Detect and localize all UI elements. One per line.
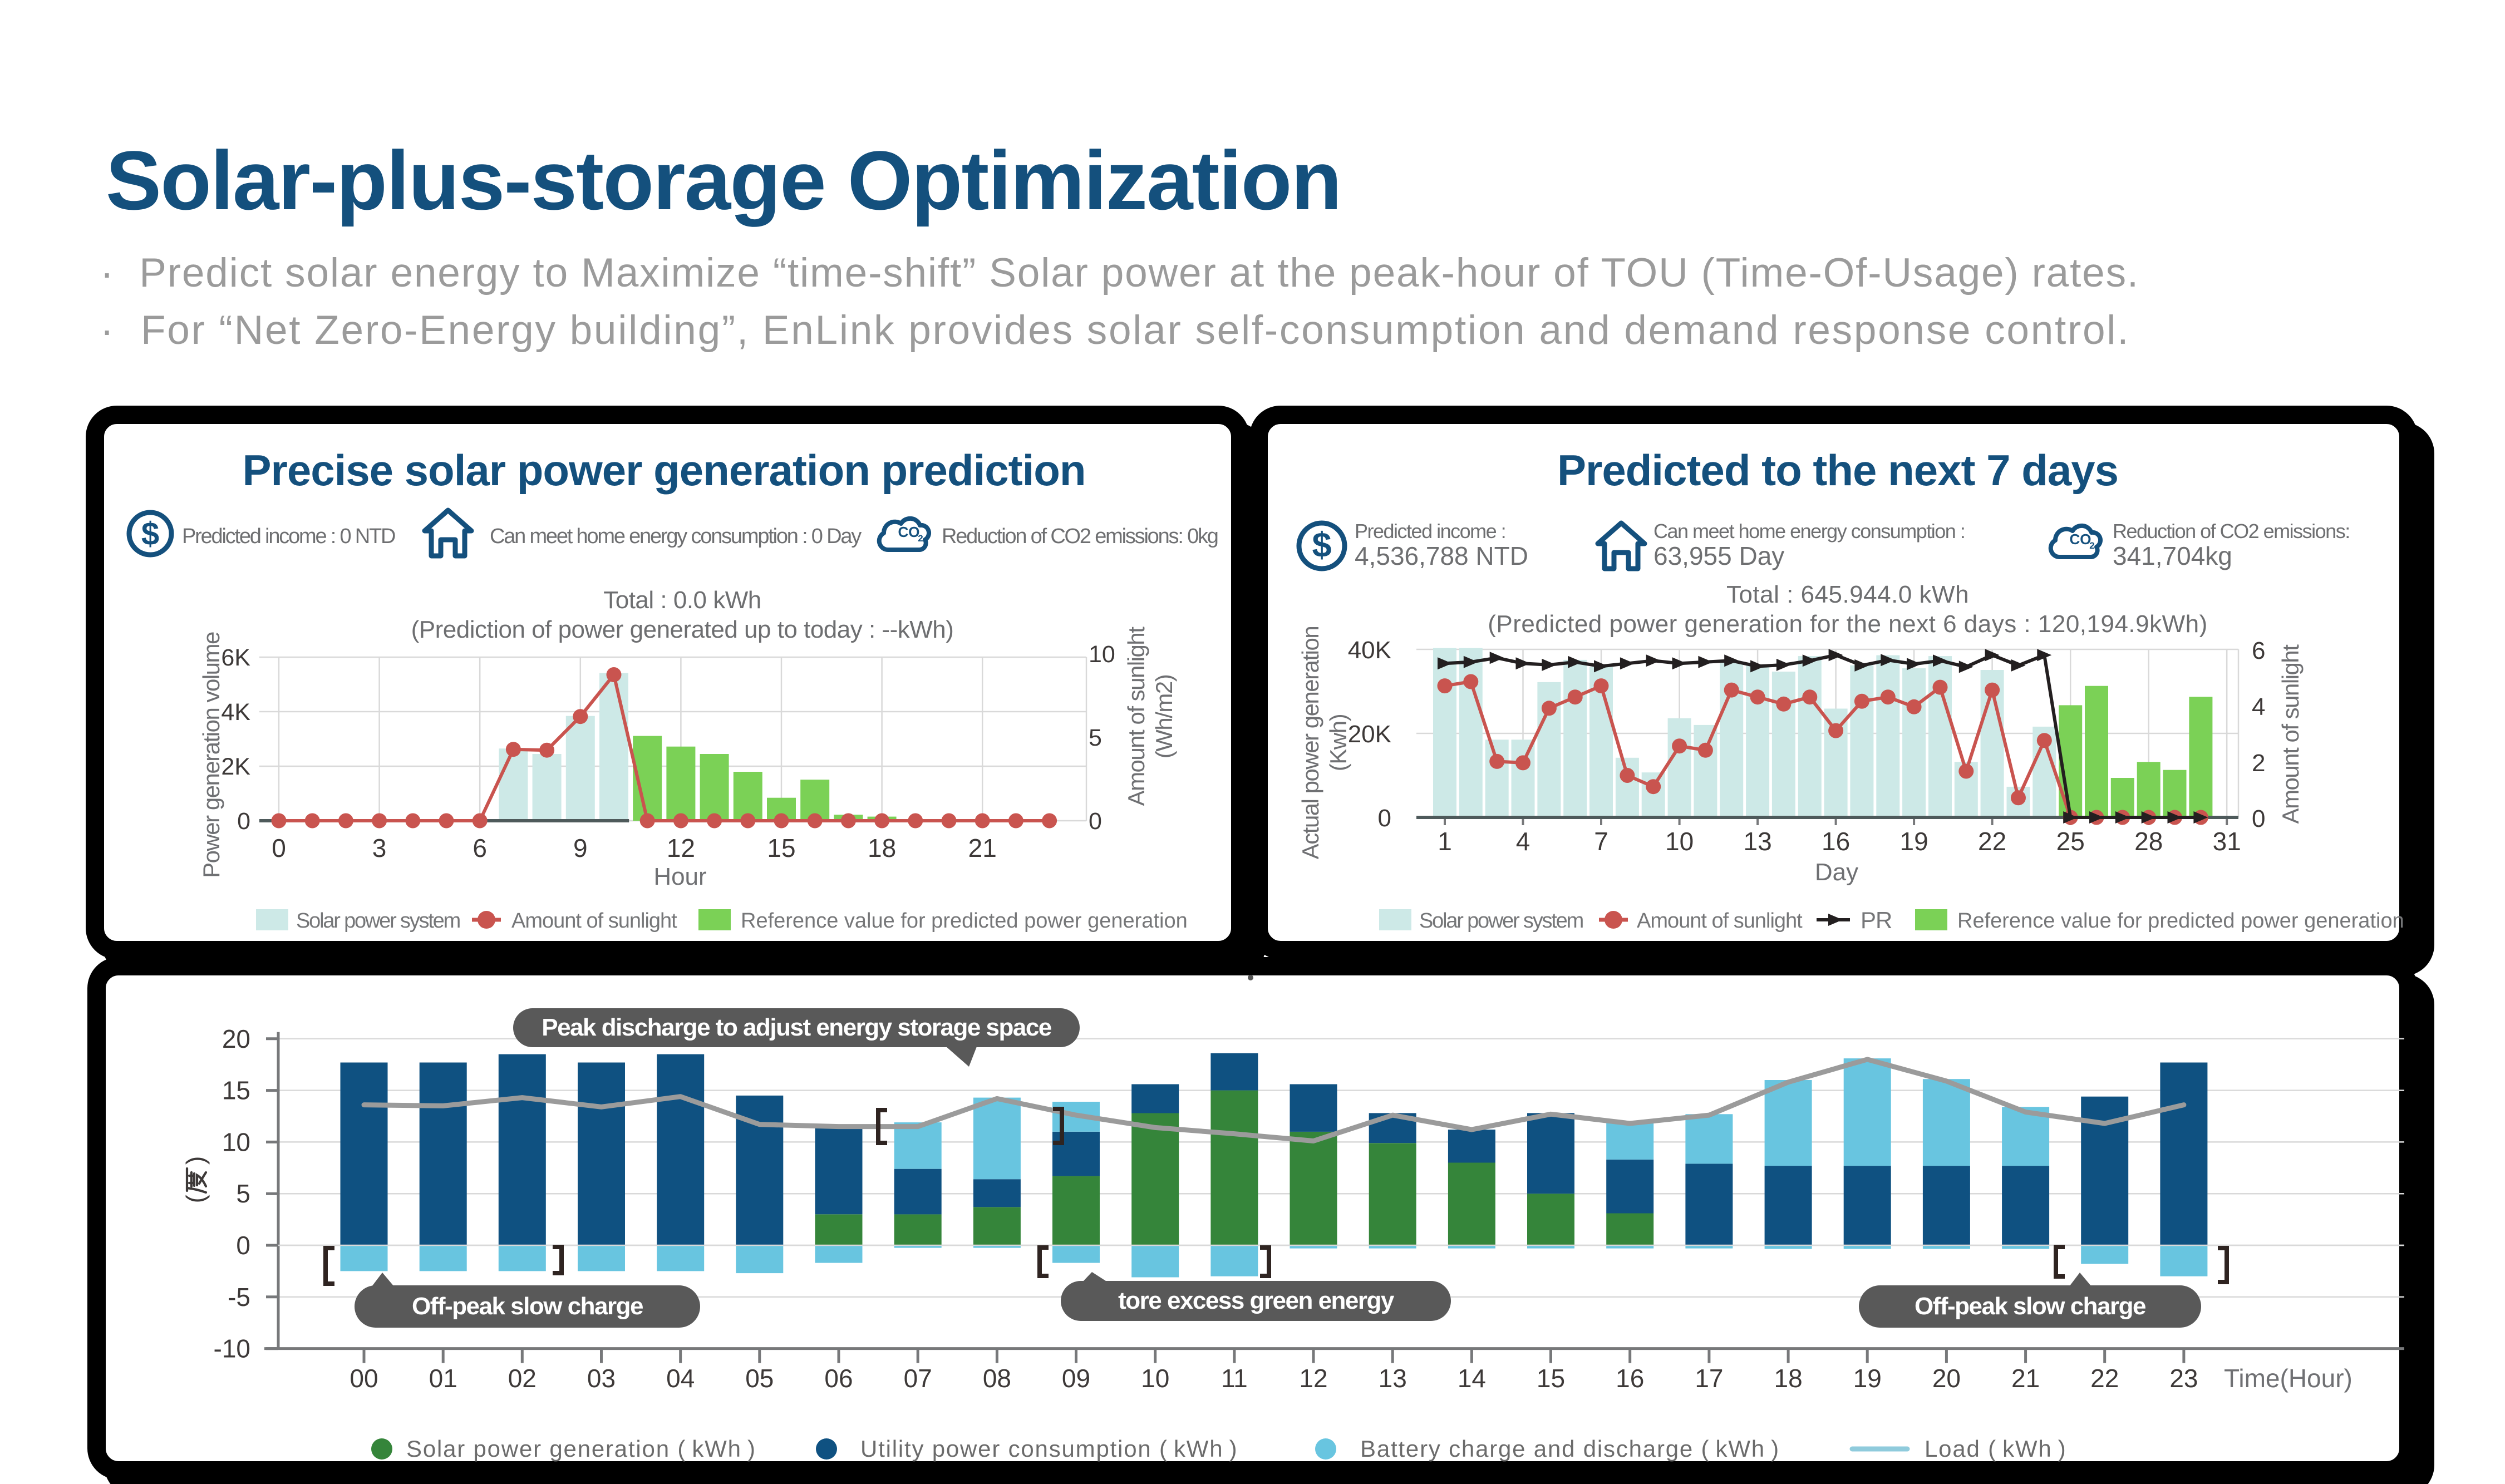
svg-text:6: 6 — [473, 834, 487, 862]
svg-text:4: 4 — [2252, 693, 2265, 721]
svg-text:00: 00 — [350, 1364, 378, 1393]
svg-text:06: 06 — [824, 1364, 853, 1393]
svg-text:0: 0 — [236, 1231, 250, 1260]
svg-text:2: 2 — [2089, 540, 2094, 551]
svg-text:6K: 6K — [221, 644, 250, 671]
svg-text:2: 2 — [918, 533, 923, 544]
svg-text:02: 02 — [508, 1364, 537, 1393]
svg-text:Time(Hour): Time(Hour) — [2224, 1364, 2353, 1393]
svg-text:CO: CO — [2070, 531, 2091, 548]
svg-text:0: 0 — [272, 834, 286, 862]
svg-text:Hour: Hour — [653, 863, 706, 890]
svg-text:0: 0 — [2252, 805, 2265, 832]
svg-text:11: 11 — [1221, 1364, 1248, 1393]
svg-text:10: 10 — [1141, 1364, 1169, 1393]
svg-text:21: 21 — [2011, 1364, 2040, 1393]
svg-text:15: 15 — [1537, 1364, 1565, 1393]
svg-text:01: 01 — [429, 1364, 457, 1393]
svg-text:16: 16 — [1822, 827, 1850, 856]
svg-text:4: 4 — [1516, 827, 1530, 856]
svg-text:9: 9 — [573, 834, 588, 862]
svg-text:2K: 2K — [221, 753, 250, 780]
svg-text:40K: 40K — [1348, 637, 1391, 664]
svg-text:$: $ — [141, 516, 159, 552]
svg-text:Day: Day — [1815, 859, 1858, 886]
svg-text:12: 12 — [1299, 1364, 1327, 1393]
svg-text:15: 15 — [222, 1076, 250, 1105]
svg-text:5: 5 — [236, 1179, 250, 1208]
svg-text:0: 0 — [1378, 805, 1391, 832]
svg-text:$: $ — [1312, 526, 1331, 565]
svg-text:6: 6 — [2252, 637, 2265, 664]
svg-text:2: 2 — [2252, 750, 2265, 777]
svg-text:10: 10 — [1665, 827, 1694, 856]
svg-text:09: 09 — [1062, 1364, 1090, 1393]
svg-text:3: 3 — [372, 834, 387, 862]
svg-text:18: 18 — [1774, 1364, 1803, 1393]
svg-text:10: 10 — [222, 1127, 250, 1156]
svg-text:-5: -5 — [228, 1283, 250, 1312]
svg-text:14: 14 — [1458, 1364, 1486, 1393]
svg-text:15: 15 — [767, 834, 795, 862]
svg-text:10: 10 — [1089, 641, 1115, 668]
svg-text:20: 20 — [1932, 1364, 1961, 1393]
svg-text:19: 19 — [1853, 1364, 1882, 1393]
svg-text:07: 07 — [904, 1364, 932, 1393]
svg-text:0: 0 — [1089, 808, 1102, 835]
svg-text:CO: CO — [898, 524, 920, 540]
svg-text:04: 04 — [666, 1364, 695, 1393]
svg-text:23: 23 — [2169, 1364, 2198, 1393]
svg-text:21: 21 — [968, 834, 997, 862]
svg-text:17: 17 — [1695, 1364, 1723, 1393]
svg-text:7: 7 — [1594, 827, 1608, 856]
svg-text:13: 13 — [1379, 1364, 1407, 1393]
svg-text:4K: 4K — [221, 699, 250, 726]
svg-text:22: 22 — [1978, 827, 2006, 856]
svg-text:(: ( — [181, 1194, 210, 1203]
svg-text:5: 5 — [1089, 724, 1102, 751]
svg-text:18: 18 — [868, 834, 896, 862]
svg-text:22: 22 — [2090, 1364, 2119, 1393]
svg-text:-10: -10 — [214, 1334, 250, 1363]
svg-text:0: 0 — [237, 808, 250, 835]
svg-text:13: 13 — [1744, 827, 1772, 856]
svg-text:03: 03 — [587, 1364, 616, 1393]
svg-text:05: 05 — [745, 1364, 774, 1393]
svg-text:25: 25 — [2056, 827, 2085, 856]
svg-text:08: 08 — [983, 1364, 1011, 1393]
svg-text:19: 19 — [1900, 827, 1928, 856]
svg-text:12: 12 — [667, 834, 695, 862]
svg-text:1: 1 — [1438, 827, 1452, 856]
svg-text:20K: 20K — [1348, 721, 1391, 748]
svg-text:16: 16 — [1616, 1364, 1644, 1393]
svg-text:20: 20 — [222, 1024, 250, 1053]
svg-text:28: 28 — [2134, 827, 2163, 856]
svg-text:): ) — [181, 1156, 210, 1165]
svg-text:31: 31 — [2213, 827, 2241, 856]
